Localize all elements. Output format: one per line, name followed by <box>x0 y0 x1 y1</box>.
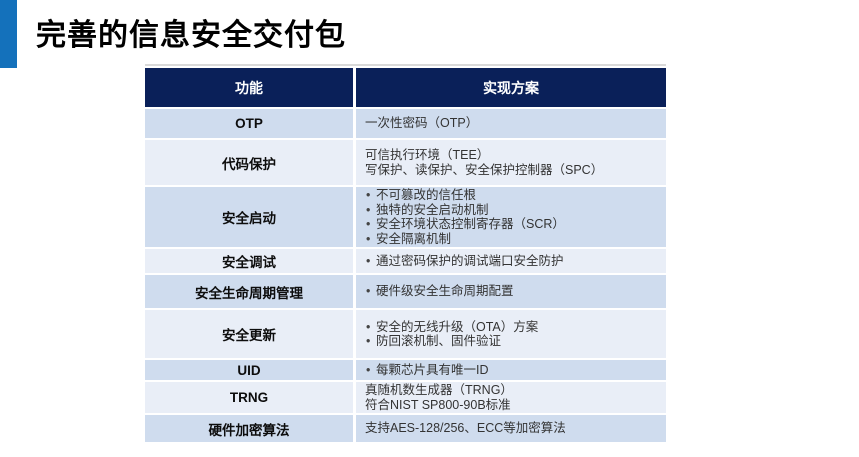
table-row: TRNG 真随机数生成器（TRNG） 符合NIST SP800-90B标准 <box>145 382 666 413</box>
solution-line: 真随机数生成器（TRNG） <box>365 383 513 397</box>
feature-cell: 代码保护 <box>145 140 356 185</box>
table-row: 代码保护 可信执行环境（TEE） 写保护、读保护、安全保护控制器（SPC） <box>145 140 666 185</box>
solution-line: 支持AES-128/256、ECC等加密算法 <box>365 421 566 436</box>
solution-bullet-line: 每颗芯片具有唯一ID <box>365 363 658 378</box>
table-row: 安全生命周期管理硬件级安全生命周期配置 <box>145 275 666 308</box>
table-body: OTP 一次性密码（OTP） 代码保护 可信执行环境（TEE） 写保护、读保护、安全保护… <box>145 109 666 442</box>
solution-line: 符合NIST SP800-90B标准 <box>365 397 511 412</box>
title-accent-bar <box>0 0 17 68</box>
solution-cell: 一次性密码（OTP） <box>356 109 666 138</box>
solution-cell: 硬件级安全生命周期配置 <box>356 275 666 308</box>
solution-cell: 真随机数生成器（TRNG） 符合NIST SP800-90B标准 <box>356 382 666 413</box>
solution-bullet-line: 安全的无线升级（OTA）方案 <box>365 320 658 335</box>
solution-cell: 不可篡改的信任根独特的安全启动机制安全环境状态控制寄存器（SCR）安全隔离机制 <box>356 187 666 247</box>
feature-cell: 安全启动 <box>145 187 356 247</box>
security-features-table: 功能 实现方案 OTP 一次性密码（OTP） 代码保护 可信执行环境（TEE） 写保护、… <box>145 64 666 444</box>
table-row: 安全启动不可篡改的信任根独特的安全启动机制安全环境状态控制寄存器（SCR）安全隔… <box>145 187 666 247</box>
table-header-solution: 实现方案 <box>356 68 666 107</box>
solution-cell: 安全的无线升级（OTA）方案防回滚机制、固件验证 <box>356 310 666 358</box>
solution-cell: 通过密码保护的调试端口安全防护 <box>356 249 666 273</box>
feature-cell: 安全生命周期管理 <box>145 275 356 308</box>
table-header-row: 功能 实现方案 <box>145 68 666 107</box>
solution-bullet-line: 不可篡改的信任根 <box>365 188 658 203</box>
solution-bullet-line: 安全环境状态控制寄存器（SCR） <box>365 217 658 232</box>
solution-bullet-line: 防回滚机制、固件验证 <box>365 334 658 349</box>
solution-cell: 可信执行环境（TEE） 写保护、读保护、安全保护控制器（SPC） <box>356 140 666 185</box>
solution-line: 写保护、读保护、安全保护控制器（SPC） <box>365 162 604 177</box>
solution-cell: 每颗芯片具有唯一ID <box>356 360 666 380</box>
feature-cell: UID <box>145 360 356 380</box>
feature-cell: 安全更新 <box>145 310 356 358</box>
table-row: OTP 一次性密码（OTP） <box>145 109 666 138</box>
feature-cell: 安全调试 <box>145 249 356 273</box>
feature-cell: 硬件加密算法 <box>145 415 356 442</box>
table-header-feature: 功能 <box>145 68 356 107</box>
page-title: 完善的信息安全交付包 <box>36 19 346 52</box>
solution-bullet-line: 安全隔离机制 <box>365 232 658 247</box>
table-row: UID 每颗芯片具有唯一ID <box>145 360 666 380</box>
feature-cell: TRNG <box>145 382 356 413</box>
table-row: 安全更新安全的无线升级（OTA）方案防回滚机制、固件验证 <box>145 310 666 358</box>
solution-bullet-line: 硬件级安全生命周期配置 <box>365 284 658 299</box>
solution-bullet-line: 独特的安全启动机制 <box>365 203 658 218</box>
table-row: 安全调试通过密码保护的调试端口安全防护 <box>145 249 666 273</box>
feature-cell: OTP <box>145 109 356 138</box>
solution-cell: 支持AES-128/256、ECC等加密算法 <box>356 415 666 442</box>
solution-bullet-line: 通过密码保护的调试端口安全防护 <box>365 254 658 269</box>
solution-line: 可信执行环境（TEE） <box>365 148 490 162</box>
solution-line: 一次性密码（OTP） <box>365 116 479 131</box>
table-row: 硬件加密算法 支持AES-128/256、ECC等加密算法 <box>145 415 666 442</box>
